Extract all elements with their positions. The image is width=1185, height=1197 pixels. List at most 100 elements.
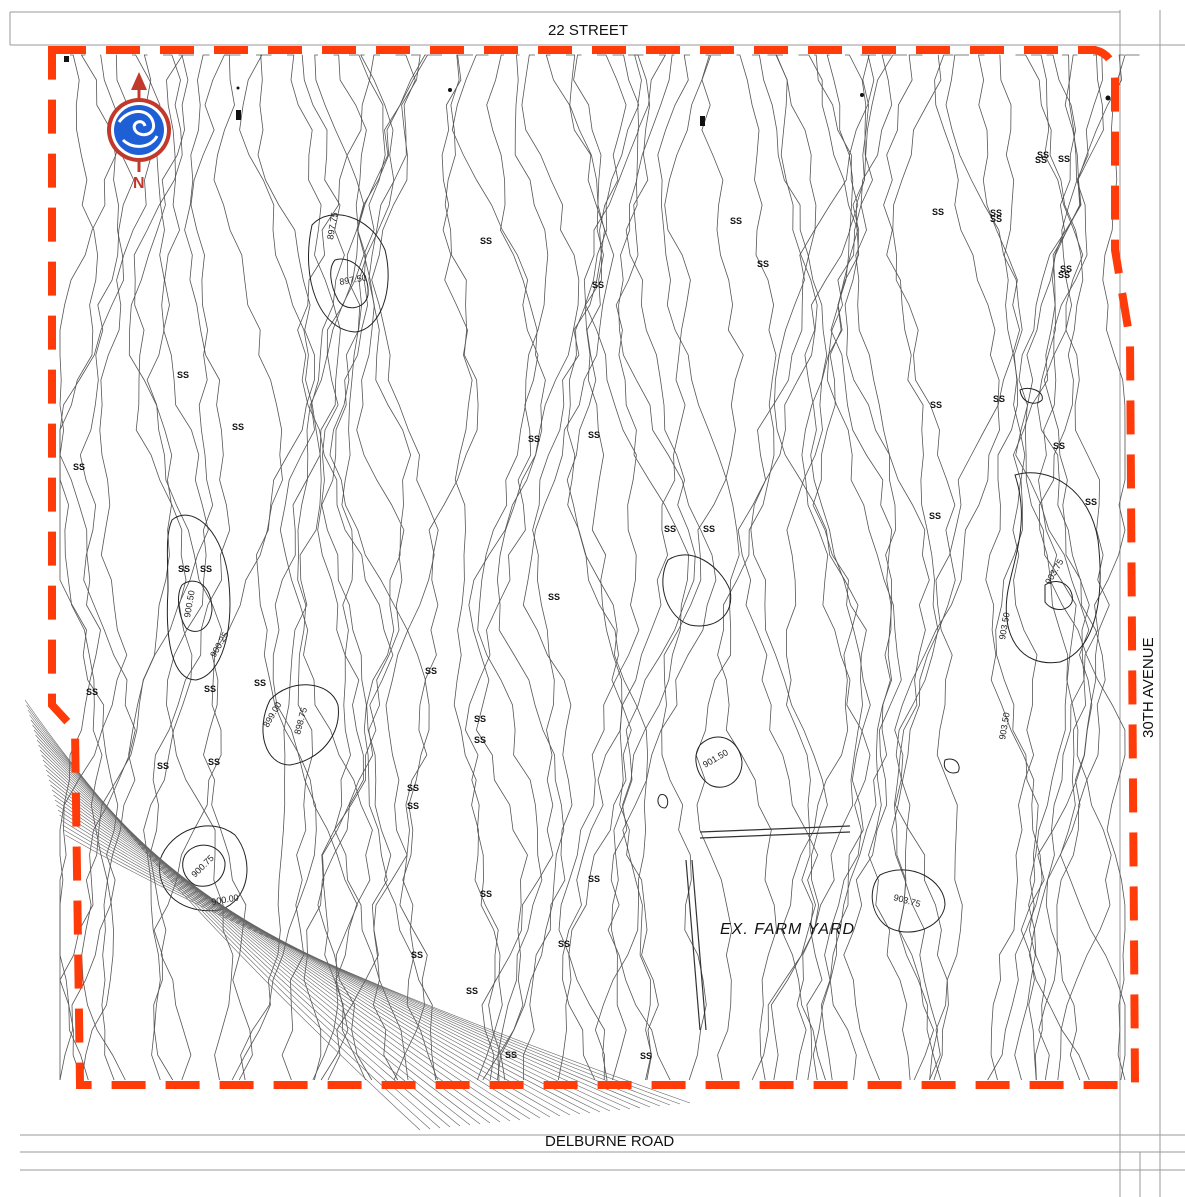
soil-sample-marker: SS <box>1058 154 1070 164</box>
contour-line <box>255 54 358 1081</box>
soil-sample-marker: SS <box>528 434 540 444</box>
contour-line <box>371 54 439 1081</box>
contour-line <box>1015 54 1104 1081</box>
elevation-label: 901.50 <box>701 747 730 769</box>
slope-contour <box>39 749 521 1121</box>
slope-contour <box>29 714 451 1128</box>
road-label-south: DELBURNE ROAD <box>545 1133 674 1150</box>
elevation-label: 897.75 <box>325 211 340 240</box>
contour-line <box>314 54 388 1081</box>
slope-contour <box>41 754 531 1120</box>
contour-line <box>81 54 189 1081</box>
soil-sample-marker: SS <box>993 394 1005 404</box>
soil-sample-marker: SS <box>990 208 1002 218</box>
contour-line <box>329 54 428 1081</box>
elevation-label: 903.50 <box>997 611 1012 640</box>
contour-line <box>558 54 644 1081</box>
contour-line <box>618 54 717 1081</box>
soil-sample-marker: SS <box>588 874 600 884</box>
soil-sample-marker: SS <box>929 511 941 521</box>
soil-sample-marker: SS <box>177 370 189 380</box>
contour-line <box>231 54 322 1081</box>
contour-line <box>522 54 615 1081</box>
contour-line <box>279 54 373 1081</box>
contour-line <box>717 54 777 1081</box>
contour-lines <box>59 54 1140 1081</box>
soil-sample-marker: SS <box>1035 155 1047 165</box>
contour-line <box>468 54 546 1081</box>
soil-sample-marker: SS <box>990 214 1002 224</box>
elevation-label: 900.00 <box>211 892 240 907</box>
contour-line <box>132 54 223 1081</box>
contour-line <box>1028 54 1110 1081</box>
soil-sample-marker: SS <box>548 592 560 602</box>
soil-sample-marker: SS <box>930 400 942 410</box>
contour-line <box>619 54 710 1081</box>
contour-line <box>59 54 125 1081</box>
slope-contour <box>44 764 551 1118</box>
soil-sample-marker: SS <box>558 939 570 949</box>
compass-icon: N <box>107 72 171 192</box>
contour-line <box>240 54 341 1081</box>
contour-line <box>1038 54 1106 1081</box>
contour-line <box>1015 54 1112 1081</box>
contour-line <box>883 54 939 1081</box>
soil-sample-marker: SS <box>505 1050 517 1060</box>
contour-line <box>357 54 442 1081</box>
slope-contour <box>35 734 491 1124</box>
road-label-north: 22 STREET <box>548 22 628 39</box>
soil-sample-marker: SS <box>1060 264 1072 274</box>
contour-line <box>297 54 394 1081</box>
survey-marks <box>64 56 1111 126</box>
elevation-label: 900.25 <box>208 630 230 659</box>
contour-line <box>607 54 690 1081</box>
slope-contour <box>27 709 441 1129</box>
contour-line <box>773 54 875 1081</box>
slope-contour <box>42 759 541 1119</box>
contour-line <box>752 54 828 1081</box>
contour-line <box>59 54 154 1081</box>
contour-line <box>496 54 580 1081</box>
contour-line <box>985 54 1043 1081</box>
contour-line <box>441 54 502 1081</box>
contour-line <box>281 54 367 1081</box>
soil-sample-marker: SS <box>474 714 486 724</box>
hill-contours <box>158 214 1101 933</box>
contour-line <box>844 54 911 1081</box>
contour-line <box>481 54 605 1081</box>
contour-line <box>1031 54 1126 1081</box>
contour-line <box>203 54 283 1081</box>
contour-line <box>829 54 893 1081</box>
slope-contour <box>45 769 561 1117</box>
contour-line <box>59 54 119 1081</box>
soil-sample-marker: SS <box>474 735 486 745</box>
soil-sample-marker: SS <box>664 524 676 534</box>
soil-sample-marker: SS <box>1037 150 1049 160</box>
contour-line <box>661 54 744 1081</box>
elevation-label: 897.50 <box>339 272 368 287</box>
contour-line <box>812 54 871 1081</box>
contour-line <box>303 54 386 1081</box>
elevation-label: 900.75 <box>189 853 216 880</box>
contour-line <box>855 54 942 1081</box>
southwest-slope-contours <box>24 699 691 1131</box>
contour-line <box>59 54 128 1081</box>
contour-line <box>795 54 867 1081</box>
soil-sample-marker: SS <box>703 524 715 534</box>
soil-sample-marker: SS <box>157 761 169 771</box>
soil-sample-marker: SS <box>932 207 944 217</box>
soil-sample-marker: SS <box>86 687 98 697</box>
contour-line <box>1037 54 1126 1081</box>
contour-line <box>929 54 1021 1081</box>
slope-contour <box>65 834 691 1104</box>
soil-sample-marker: SS <box>1058 270 1070 280</box>
contour-line <box>990 54 1077 1081</box>
slope-contour <box>54 799 621 1111</box>
soil-sample-marker: SS <box>757 259 769 269</box>
north-letter: N <box>133 175 145 192</box>
contour-line <box>945 54 1047 1081</box>
soil-sample-marker: SS <box>407 801 419 811</box>
soil-sample-marker: SS <box>1085 497 1097 507</box>
contour-line <box>1014 54 1082 1081</box>
slope-contour <box>47 774 571 1116</box>
